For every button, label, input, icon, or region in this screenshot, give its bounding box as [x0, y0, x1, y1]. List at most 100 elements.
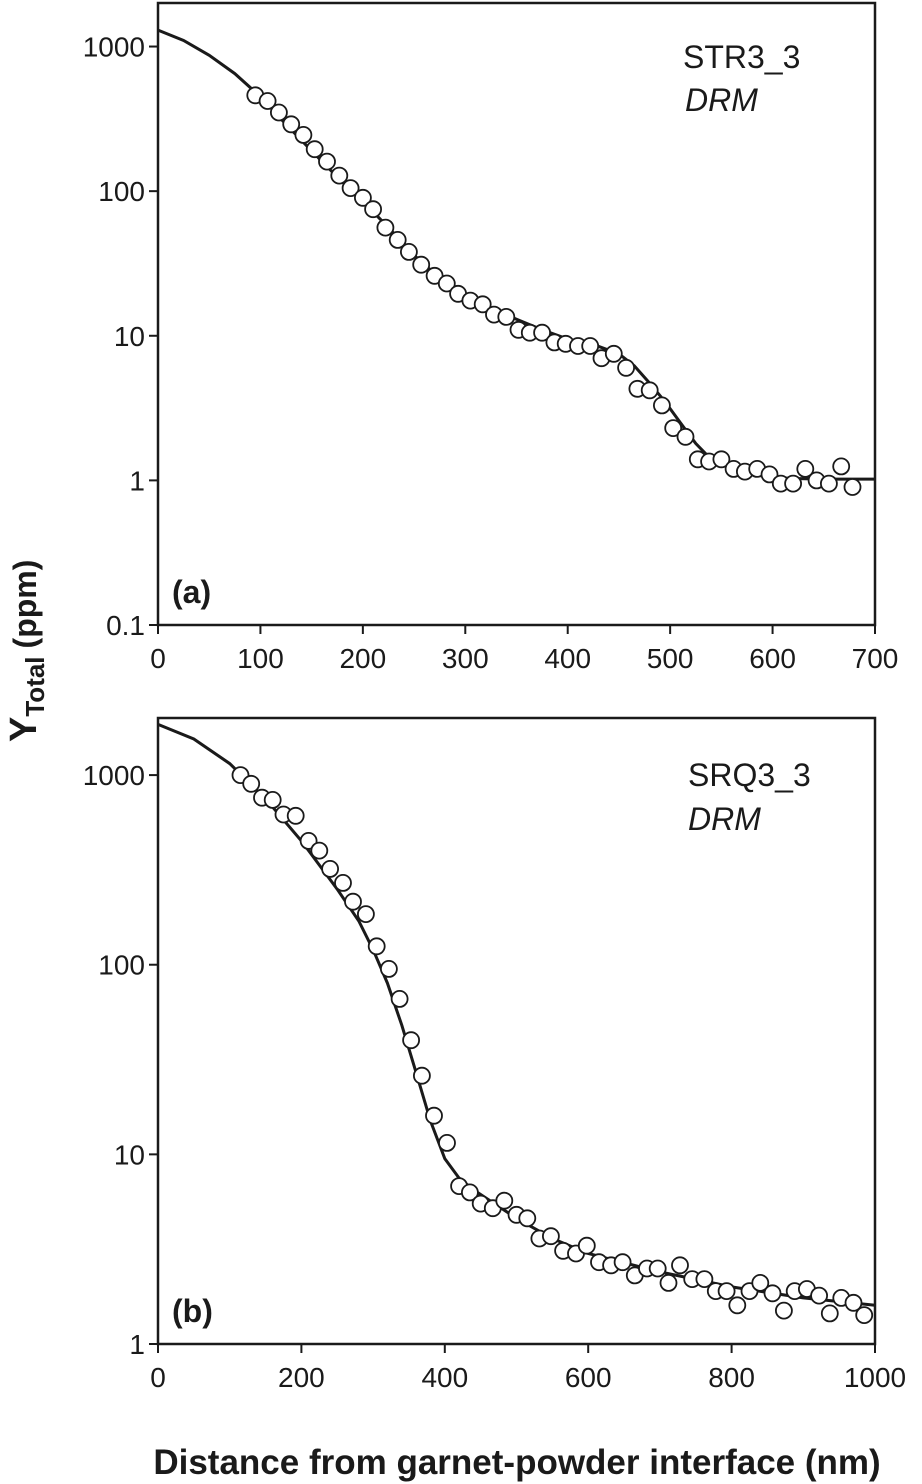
y-axis-title-unit: (ppm) — [7, 560, 43, 649]
x-axis-title: Distance from garnet-powder interface (n… — [153, 1443, 880, 1482]
panel-a-data-point — [832, 457, 851, 476]
y-axis-title: YTotal (ppm) — [3, 560, 50, 742]
panel-b-data-point — [286, 806, 305, 825]
panel-a-data-point — [796, 459, 815, 478]
panel-b-id: (b) — [172, 1293, 213, 1329]
panel-a-data-point — [294, 125, 313, 144]
panel-a-data-point — [640, 381, 659, 400]
panel-b-x-tick-label: 200 — [278, 1362, 325, 1393]
panel-b-y-tick-label: 1000 — [83, 760, 145, 791]
panel-b-data-point — [671, 1256, 689, 1275]
panel-a-data-points — [246, 86, 862, 496]
panel-b-data-point — [334, 874, 352, 892]
panel-a-x-tick-label: 200 — [339, 643, 386, 674]
panel-b-data-point — [356, 905, 375, 923]
y-axis-title-subscript: Total — [20, 656, 50, 716]
panel-b-data-point — [321, 860, 340, 878]
panel-b-data-point — [844, 1293, 863, 1312]
panel-a-data-point — [617, 358, 635, 377]
panel-a-x-tick-label: 0 — [150, 643, 166, 674]
panel-b: 0 200 400 600 800 1000 1 10 100 1000 SRQ3_3 DRM (… — [83, 716, 906, 1393]
panel-a-x-tick-label: 500 — [647, 643, 694, 674]
panel-b-sample-label: SRQ3_3 — [688, 757, 811, 793]
panel-a-data-point — [376, 218, 395, 237]
panel-a-x-tick-label: 100 — [237, 643, 284, 674]
panel-b-data-point — [460, 1183, 479, 1202]
panel-a-x-tick-label: 700 — [852, 643, 899, 674]
panel-b-frame — [156, 716, 877, 1346]
panel-a-y-tick-label: 0.1 — [106, 610, 145, 641]
panel-b-ticks: 0 200 400 600 800 1000 1 10 100 1000 — [83, 760, 906, 1393]
panel-a-y-tick-label: 1000 — [83, 32, 145, 63]
panel-b-data-point — [310, 841, 329, 860]
panel-b-data-point — [402, 1031, 421, 1050]
panel-b-data-point — [763, 1284, 782, 1303]
panel-b-data-points — [231, 766, 874, 1324]
panel-a: 0 100 200 300 400 500 600 700 0.1 1 10 100 1000 STR3… — [83, 1, 899, 674]
panel-b-data-point — [263, 791, 282, 809]
panel-a-data-point — [388, 230, 407, 249]
panel-a-y-tick-label: 1 — [129, 465, 145, 496]
panel-a-data-point — [581, 337, 600, 355]
panel-a-x-tick-label: 400 — [544, 643, 591, 674]
panel-b-x-tick-label: 600 — [565, 1362, 612, 1393]
panel-a-x-tick-label: 600 — [749, 643, 796, 674]
panel-b-data-point — [425, 1106, 443, 1125]
panel-a-y-tick-label: 100 — [98, 176, 145, 207]
panel-a-data-point — [664, 419, 683, 438]
panel-b-data-point — [379, 960, 398, 978]
panel-a-data-point — [604, 344, 623, 363]
panel-b-y-tick-label: 10 — [114, 1139, 145, 1170]
panel-a-data-point — [437, 274, 456, 293]
panel-b-data-point — [775, 1301, 793, 1320]
panel-b-data-point — [659, 1274, 678, 1292]
panel-a-data-point — [676, 427, 695, 446]
y-axis-title-main: Y — [3, 717, 45, 742]
panel-a-data-point — [258, 92, 277, 110]
panel-b-data-point — [820, 1304, 839, 1323]
panel-b-data-point — [648, 1259, 667, 1278]
panel-b-x-tick-label: 400 — [421, 1362, 468, 1393]
panel-a-data-point — [412, 255, 431, 274]
panel-a-data-point — [820, 474, 838, 493]
panel-b-method-label: DRM — [688, 801, 761, 837]
panel-b-data-point — [695, 1270, 714, 1288]
panel-a-data-point — [364, 200, 383, 219]
panel-a-data-point — [784, 474, 802, 493]
panel-a-data-point — [399, 242, 418, 261]
panel-b-data-point — [518, 1209, 537, 1228]
panel-a-y-tick-label: 10 — [114, 321, 145, 352]
panel-a-data-point — [305, 140, 324, 159]
panel-a-data-point — [533, 323, 551, 342]
panel-b-data-point — [438, 1134, 456, 1152]
panel-b-data-point — [728, 1296, 747, 1315]
panel-b-data-point — [717, 1282, 736, 1300]
panel-b-data-point — [751, 1274, 770, 1292]
panel-b-data-point — [390, 990, 409, 1008]
panel-b-data-point — [810, 1286, 828, 1305]
panel-b-y-tick-label: 1 — [129, 1329, 145, 1360]
panel-b-data-point — [542, 1227, 560, 1246]
panel-b-x-tick-label: 800 — [708, 1362, 755, 1393]
panel-a-frame — [156, 1, 877, 627]
panel-b-data-point — [367, 937, 386, 956]
panel-b-x-tick-label: 0 — [150, 1362, 166, 1393]
panel-a-ticks: 0 100 200 300 400 500 600 700 0.1 1 10 100 1000 — [83, 32, 899, 674]
panel-a-data-point — [473, 295, 492, 314]
panel-a-data-point — [712, 450, 731, 469]
panel-a-data-point — [353, 188, 372, 207]
panel-a-data-point — [282, 115, 301, 134]
panel-b-x-tick-label: 1000 — [844, 1362, 906, 1393]
panel-a-data-point — [653, 396, 671, 415]
panel-b-data-point — [577, 1236, 596, 1255]
panel-a-method-label: DRM — [685, 82, 758, 118]
panel-b-y-tick-label: 100 — [98, 950, 145, 981]
panel-b-data-point — [344, 892, 362, 911]
panel-a-id: (a) — [172, 574, 211, 610]
panel-a-sample-label: STR3_3 — [683, 39, 800, 75]
panel-b-data-point — [613, 1253, 632, 1272]
panel-a-data-point — [497, 307, 516, 326]
panel-b-data-point — [242, 774, 261, 793]
panel-b-data-point — [412, 1066, 431, 1085]
